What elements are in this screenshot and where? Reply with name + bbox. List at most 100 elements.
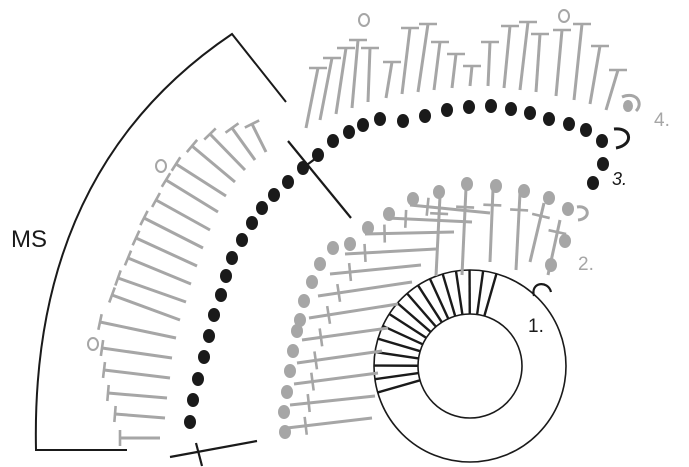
round-3-dot [282,175,294,189]
round-4-stitch [486,41,492,87]
round-2-label: 2. [578,254,594,275]
round-4-stitch [450,53,458,89]
round-2-stitch [296,349,383,365]
round-2-dot [291,324,303,338]
round-3-dot [374,112,386,126]
round-2-dot [306,275,318,289]
round-2-dot [278,405,290,419]
round-3-dot [256,201,268,215]
round-2-stitch [434,195,442,277]
round-2-stitch-bar [303,416,309,435]
round-2-dot [559,234,571,248]
round-2-stitch-bar [347,262,353,282]
start-mark-lower [169,439,258,467]
round-4-stitch [334,47,348,115]
round-2-stitch [317,280,413,298]
round-1-stitch [377,337,421,353]
round-3-dot [524,106,536,120]
round-3-dot [208,308,220,322]
round-1-label: 1. [528,316,544,337]
round-4-picot [155,159,167,173]
round-4-picot [87,337,99,351]
round-2-stitch-bar [548,228,567,236]
round-2-stitch-bar [456,205,475,209]
round-1-stitch [377,379,421,394]
round-4-stitch [191,144,236,184]
round-2-dot [490,179,502,193]
round-2-stitch-bar [425,197,430,216]
round-4-stitch [400,27,412,95]
round-2-dot [287,344,299,358]
round-4-stitch-top [224,122,240,134]
round-4-stitch [143,216,204,250]
round-3-dot [327,134,339,148]
start-mark-upper [287,140,352,219]
round-3-dot [441,103,453,117]
round-1-stitch [382,324,424,346]
round-4-stitch-top [160,172,172,188]
round-4-stitch [165,178,219,214]
round-1-chain-loop [532,283,553,297]
round-4-end-dot [623,100,633,112]
round-2-stitch-bar [306,393,311,413]
round-4-stitch [604,69,620,111]
round-2-stitch-bar [363,243,367,262]
round-4-stitch-top [123,250,133,266]
round-2-chain-dots [278,177,574,439]
round-1-stitch [416,284,443,323]
round-3-dot [357,118,369,132]
round-1-stitch [428,278,450,320]
round-2-stitch [514,192,522,271]
round-1-stitch [483,273,498,317]
round-3-dot [505,102,517,116]
round-3-dot [597,157,609,171]
round-3-dot [198,350,210,364]
round-3-dot [485,99,497,113]
round-4-stitch [135,236,198,268]
round-3-dot [192,372,204,386]
round-2-dot [545,258,557,272]
round-4-stitch-top [114,270,122,286]
round-4-stitch [518,21,530,91]
round-4-stitch [103,368,171,380]
round-2-stitch-bar [531,212,550,220]
round-4-stitch-top [108,287,116,303]
round-4-stitch [155,198,211,232]
round-2-dot [518,184,530,198]
round-1-stitch [441,273,457,317]
round-3-turn-loop [613,127,630,150]
round-2-stitch [528,202,546,263]
round-4-stitch [250,123,268,153]
round-2-stitch [344,247,437,256]
round-2-dot [294,313,306,327]
round-2-dot [281,385,293,399]
round-4-stitch-top [106,384,110,402]
round-4-stitch [468,65,474,87]
round-2-stitch-bar [403,209,408,228]
round-4-stitch [114,412,166,420]
round-3-label: 3. [612,169,627,189]
round-4-picot [558,9,570,23]
round-4-stitch [554,29,564,97]
round-2-stitch-bar [336,283,342,303]
round-4-stitch [101,346,173,360]
round-2-dot [314,257,326,271]
round-4-stitch-top [97,313,103,331]
round-3-dot [220,269,232,283]
round-2-stitch [488,188,495,263]
round-4-stitch [117,276,187,304]
round-2-dot [383,207,395,221]
round-3-dot [463,100,475,114]
round-2-stitch [286,416,373,430]
round-4-turn-loop [621,94,641,113]
round-2-stitch [386,216,473,224]
round-2-stitches [286,187,567,435]
round-3-dot [246,216,258,230]
round-1-stitch [454,270,464,315]
round-1-stitch [374,350,419,360]
round-4-stitch-top [170,156,182,172]
round-3-dot [215,288,227,302]
round-1-stitch [374,371,419,381]
round-1-stitch [406,292,437,328]
